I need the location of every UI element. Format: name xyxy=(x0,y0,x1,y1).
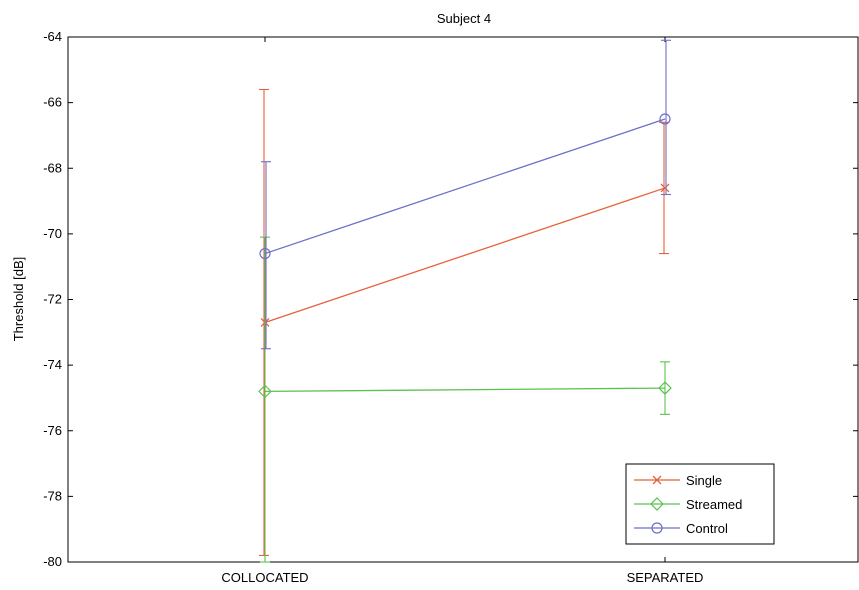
legend-label-control: Control xyxy=(686,521,728,536)
y-axis-label: Threshold [dB] xyxy=(11,257,26,342)
data-point-streamed-0 xyxy=(258,384,272,399)
series-line-control xyxy=(264,118,666,255)
y-tick-label-5: -74 xyxy=(43,357,62,372)
series-single xyxy=(259,88,670,556)
series-line-single xyxy=(264,187,666,324)
legend-marker-single xyxy=(652,475,662,485)
legend: Single Streamed Control xyxy=(625,463,775,545)
series-streamed xyxy=(258,236,672,563)
series-line-streamed xyxy=(264,387,666,393)
data-point-control-0 xyxy=(259,247,271,260)
data-point-streamed-1 xyxy=(658,381,672,395)
series-layer xyxy=(258,39,672,563)
data-point-single-1 xyxy=(660,183,670,193)
y-tick-label-4: -72 xyxy=(43,292,62,307)
data-point-control-1 xyxy=(659,113,671,125)
x-tick-label-1: SEPARATED xyxy=(627,570,704,585)
legend-marker-streamed xyxy=(650,497,664,511)
y-tick-label-8: -80 xyxy=(43,554,62,569)
legend-label-single: Single xyxy=(686,473,722,488)
chart-title: Subject 4 xyxy=(437,11,491,26)
y-axis: -64 -66 -68 -70 -72 -74 -76 -78 -80 xyxy=(43,29,858,569)
series-control xyxy=(259,39,671,350)
y-tick-label-1: -66 xyxy=(43,95,62,110)
x-tick-label-0: COLLOCATED xyxy=(221,570,308,585)
y-tick-label-2: -68 xyxy=(43,160,62,175)
y-tick-label-3: -70 xyxy=(43,226,62,241)
y-tick-label-6: -76 xyxy=(43,423,62,438)
y-tick-label-0: -64 xyxy=(43,29,62,44)
y-tick-label-7: -78 xyxy=(43,488,62,503)
legend-label-streamed: Streamed xyxy=(686,497,742,512)
x-axis: COLLOCATED SEPARATED xyxy=(221,37,703,585)
legend-marker-control xyxy=(651,522,663,534)
